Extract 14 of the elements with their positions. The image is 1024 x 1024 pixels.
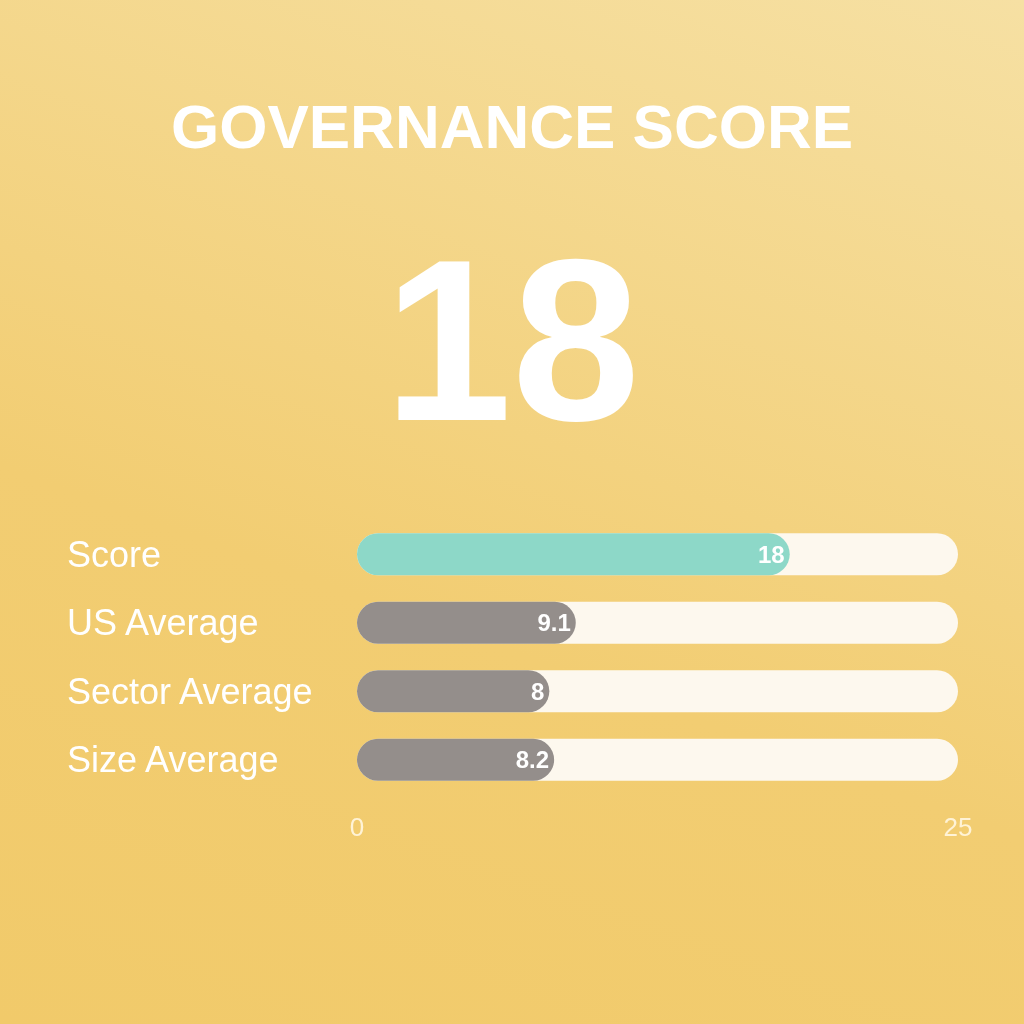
data-label: 8	[530, 677, 545, 705]
y-tick-label: Sector Average	[67, 670, 313, 712]
x-tick-label: 0	[349, 812, 365, 842]
data-label: 8.2	[515, 746, 550, 774]
y-tick-label: Score	[67, 533, 162, 575]
bar	[357, 738, 555, 781]
chart-title: GOVERNANCE SCORE	[170, 91, 854, 161]
bar	[357, 670, 550, 713]
y-tick-label: Size Average	[67, 739, 279, 781]
x-tick-label: 25	[943, 812, 973, 842]
data-label: 18	[758, 540, 785, 568]
y-tick-label: US Average	[67, 602, 259, 644]
data-label: 9.1	[537, 609, 571, 637]
text: 18	[384, 211, 640, 469]
